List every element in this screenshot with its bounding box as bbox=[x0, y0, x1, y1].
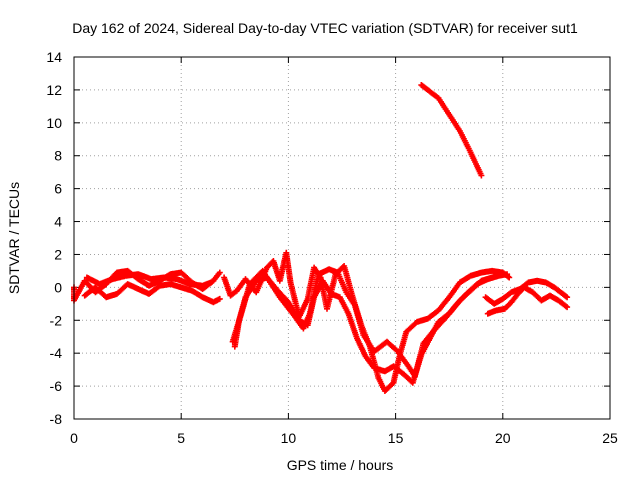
y-tick-label: 12 bbox=[46, 82, 62, 98]
plot-frame bbox=[73, 56, 611, 420]
x-tick-label: 0 bbox=[70, 430, 78, 446]
x-tick-label: 5 bbox=[177, 430, 185, 446]
marker-path bbox=[83, 271, 215, 289]
chart-title: Day 162 of 2024, Sidereal Day-to-day VTE… bbox=[72, 20, 578, 36]
y-tick-label: -2 bbox=[50, 312, 63, 328]
series-trace-2 bbox=[81, 281, 223, 306]
data-markers bbox=[71, 82, 571, 394]
x-axis-label: GPS time / hours bbox=[287, 457, 394, 473]
y-tick-label: 10 bbox=[46, 115, 62, 131]
y-tick-label: 2 bbox=[54, 246, 62, 262]
y-tick-label: -8 bbox=[50, 411, 63, 427]
series-trace-7 bbox=[418, 82, 485, 179]
x-tick-label: 10 bbox=[281, 430, 297, 446]
marker-path bbox=[484, 284, 571, 317]
series-trace-6 bbox=[229, 266, 511, 380]
y-tick-labels: -8 -6 -4 -2 0 2 4 6 8 10 12 14 bbox=[46, 49, 62, 427]
y-tick-label: 0 bbox=[54, 279, 62, 295]
x-tick-label: 25 bbox=[602, 430, 618, 446]
y-tick-label: 6 bbox=[54, 181, 62, 197]
y-tick-label: 8 bbox=[54, 148, 62, 164]
series-trace-3 bbox=[83, 271, 215, 289]
x-tick-label: 20 bbox=[495, 430, 511, 446]
series-trace-9 bbox=[484, 284, 571, 317]
y-tick-label: -4 bbox=[50, 345, 63, 361]
grid-lines bbox=[73, 56, 611, 420]
marker-path bbox=[418, 82, 485, 179]
y-tick-label: 4 bbox=[54, 214, 62, 230]
marker-path bbox=[229, 266, 511, 380]
y-tick-label: 14 bbox=[46, 49, 62, 65]
y-tick-label: -6 bbox=[50, 378, 63, 394]
x-tick-label: 15 bbox=[388, 430, 404, 446]
x-tick-labels: 0 5 10 15 20 25 bbox=[70, 430, 618, 446]
y-axis-label: SDTVAR / TECUs bbox=[6, 182, 22, 294]
marker-path bbox=[81, 281, 223, 306]
